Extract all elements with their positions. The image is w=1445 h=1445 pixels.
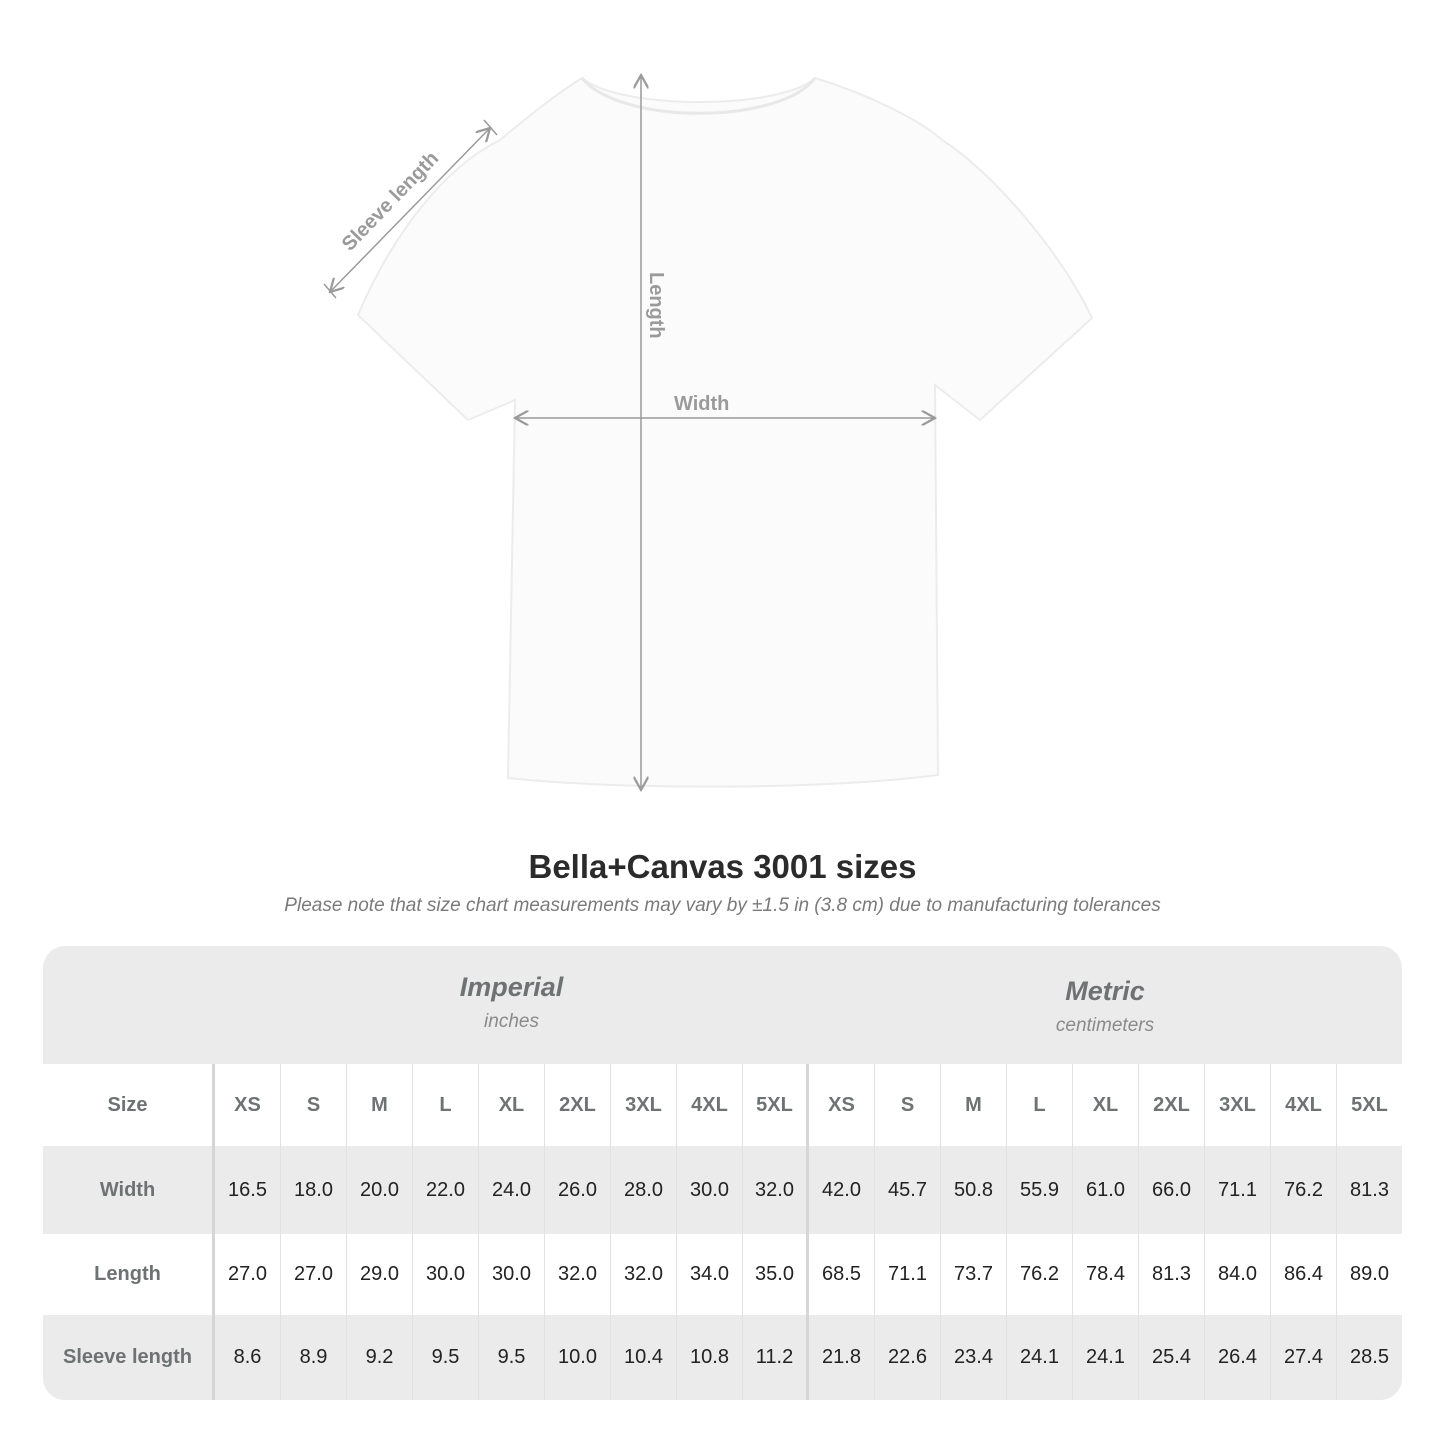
imperial-header: Imperial inches <box>215 946 808 1064</box>
value-cell: 21.8 <box>809 1315 875 1400</box>
page-title: Bella+Canvas 3001 sizes <box>528 848 917 885</box>
value-cell: 32.0 <box>743 1146 809 1234</box>
size-header-cell: 5XL <box>743 1064 809 1146</box>
value-cell: 24.0 <box>479 1146 545 1234</box>
value-cell: 8.9 <box>281 1315 347 1400</box>
row-label: Length <box>43 1234 215 1315</box>
value-cell: 9.2 <box>347 1315 413 1400</box>
value-cell: 26.4 <box>1205 1315 1271 1400</box>
value-cell: 24.1 <box>1073 1315 1139 1400</box>
value-cell: 35.0 <box>743 1234 809 1315</box>
value-cell: 42.0 <box>809 1146 875 1234</box>
size-header-row: Size XS S M L XL 2XL 3XL 4XL 5XL XS S M L XL 2XL 3XL 4XL 5… <box>43 1064 1402 1146</box>
value-cell: 76.2 <box>1007 1234 1073 1315</box>
value-cell: 28.0 <box>611 1146 677 1234</box>
tolerance-note: Please note that size chart measurements… <box>284 895 1161 916</box>
width-label: Width <box>674 393 729 415</box>
value-cell: 78.4 <box>1073 1234 1139 1315</box>
size-header-cell: XL <box>1073 1064 1139 1146</box>
value-cell: 71.1 <box>875 1234 941 1315</box>
size-header-cell: M <box>941 1064 1007 1146</box>
row-label: Sleeve length <box>43 1315 215 1400</box>
value-cell: 32.0 <box>611 1234 677 1315</box>
value-cell: 22.0 <box>413 1146 479 1234</box>
size-header-cell: 4XL <box>1271 1064 1337 1146</box>
value-cell: 68.5 <box>809 1234 875 1315</box>
row-label: Width <box>43 1146 215 1234</box>
value-cell: 27.0 <box>215 1234 281 1315</box>
metric-header: Metric centimeters <box>808 946 1402 1064</box>
value-cell: 29.0 <box>347 1234 413 1315</box>
table-row: Sleeve length 8.6 8.9 9.2 9.5 9.5 10.0 10.4 10.8… <box>43 1315 1402 1400</box>
value-cell: 86.4 <box>1271 1234 1337 1315</box>
value-cell: 81.3 <box>1350 1178 1389 1201</box>
value-cell: 11.2 <box>743 1315 809 1400</box>
value-cell: 55.9 <box>1007 1146 1073 1234</box>
size-header-cell: L <box>1007 1064 1073 1146</box>
value-cell: 10.0 <box>545 1315 611 1400</box>
size-header-cell: XL <box>479 1064 545 1146</box>
value-cell: 50.8 <box>941 1146 1007 1234</box>
value-cell: 24.1 <box>1007 1315 1073 1400</box>
value-cell: 30.0 <box>677 1146 743 1234</box>
size-header-cell: 3XL <box>611 1064 677 1146</box>
value-cell: 76.2 <box>1271 1146 1337 1234</box>
size-header-cell: 2XL <box>545 1064 611 1146</box>
value-cell: 27.0 <box>281 1234 347 1315</box>
value-cell: 66.0 <box>1139 1146 1205 1234</box>
value-cell: 34.0 <box>677 1234 743 1315</box>
value-cell: 73.7 <box>941 1234 1007 1315</box>
size-header-cell: L <box>413 1064 479 1146</box>
value-cell: 18.0 <box>281 1146 347 1234</box>
value-cell: 81.3 <box>1139 1234 1205 1315</box>
table-row: Width 16.5 18.0 20.0 22.0 24.0 26.0 28.0 30.0 32.… <box>43 1146 1402 1234</box>
value-cell: 22.6 <box>875 1315 941 1400</box>
value-cell: 8.6 <box>215 1315 281 1400</box>
value-cell: 84.0 <box>1205 1234 1271 1315</box>
value-cell: 23.4 <box>941 1315 1007 1400</box>
row-label: Size <box>43 1064 215 1146</box>
value-cell: 20.0 <box>347 1146 413 1234</box>
table-row: Length 27.0 27.0 29.0 30.0 30.0 32.0 32.0 34.0 35… <box>43 1234 1402 1315</box>
size-header-cell: 5XL <box>1351 1093 1388 1116</box>
sleeve-measure-line <box>330 128 490 292</box>
metric-title: Metric <box>1065 976 1145 1006</box>
size-header-cell: 4XL <box>677 1064 743 1146</box>
value-cell: 30.0 <box>479 1234 545 1315</box>
tshirt-shape <box>356 76 1094 788</box>
value-cell: 28.5 <box>1350 1346 1389 1368</box>
size-table: Imperial inches Metric centimeters Size X… <box>43 946 1402 1400</box>
value-cell: 10.4 <box>611 1315 677 1400</box>
size-header-cell: XS <box>215 1064 281 1146</box>
imperial-title: Imperial <box>459 972 564 1002</box>
length-label: Length <box>645 272 667 339</box>
value-cell: 25.4 <box>1139 1315 1205 1400</box>
value-cell: 26.0 <box>545 1146 611 1234</box>
size-header-cell: S <box>281 1064 347 1146</box>
value-cell: 32.0 <box>545 1234 611 1315</box>
metric-unit: centimeters <box>1055 1015 1155 1036</box>
value-cell: 89.0 <box>1350 1263 1389 1285</box>
value-cell: 71.1 <box>1205 1146 1271 1234</box>
value-cell: 10.8 <box>677 1315 743 1400</box>
tshirt-diagram: Sleeve length Length Width <box>323 0 1094 820</box>
value-cell: 45.7 <box>875 1146 941 1234</box>
value-cell: 9.5 <box>479 1315 545 1400</box>
value-cell: 16.5 <box>215 1146 281 1234</box>
value-cell: 27.4 <box>1271 1315 1337 1400</box>
value-cell: 30.0 <box>413 1234 479 1315</box>
size-header-cell: XS <box>809 1064 875 1146</box>
size-header-cell: S <box>875 1064 941 1146</box>
size-header-cell: 2XL <box>1139 1064 1205 1146</box>
size-header-cell: 3XL <box>1205 1064 1271 1146</box>
value-cell: 61.0 <box>1073 1146 1139 1234</box>
imperial-unit: inches <box>484 1011 539 1032</box>
value-cell: 9.5 <box>413 1315 479 1400</box>
size-header-cell: M <box>347 1064 413 1146</box>
